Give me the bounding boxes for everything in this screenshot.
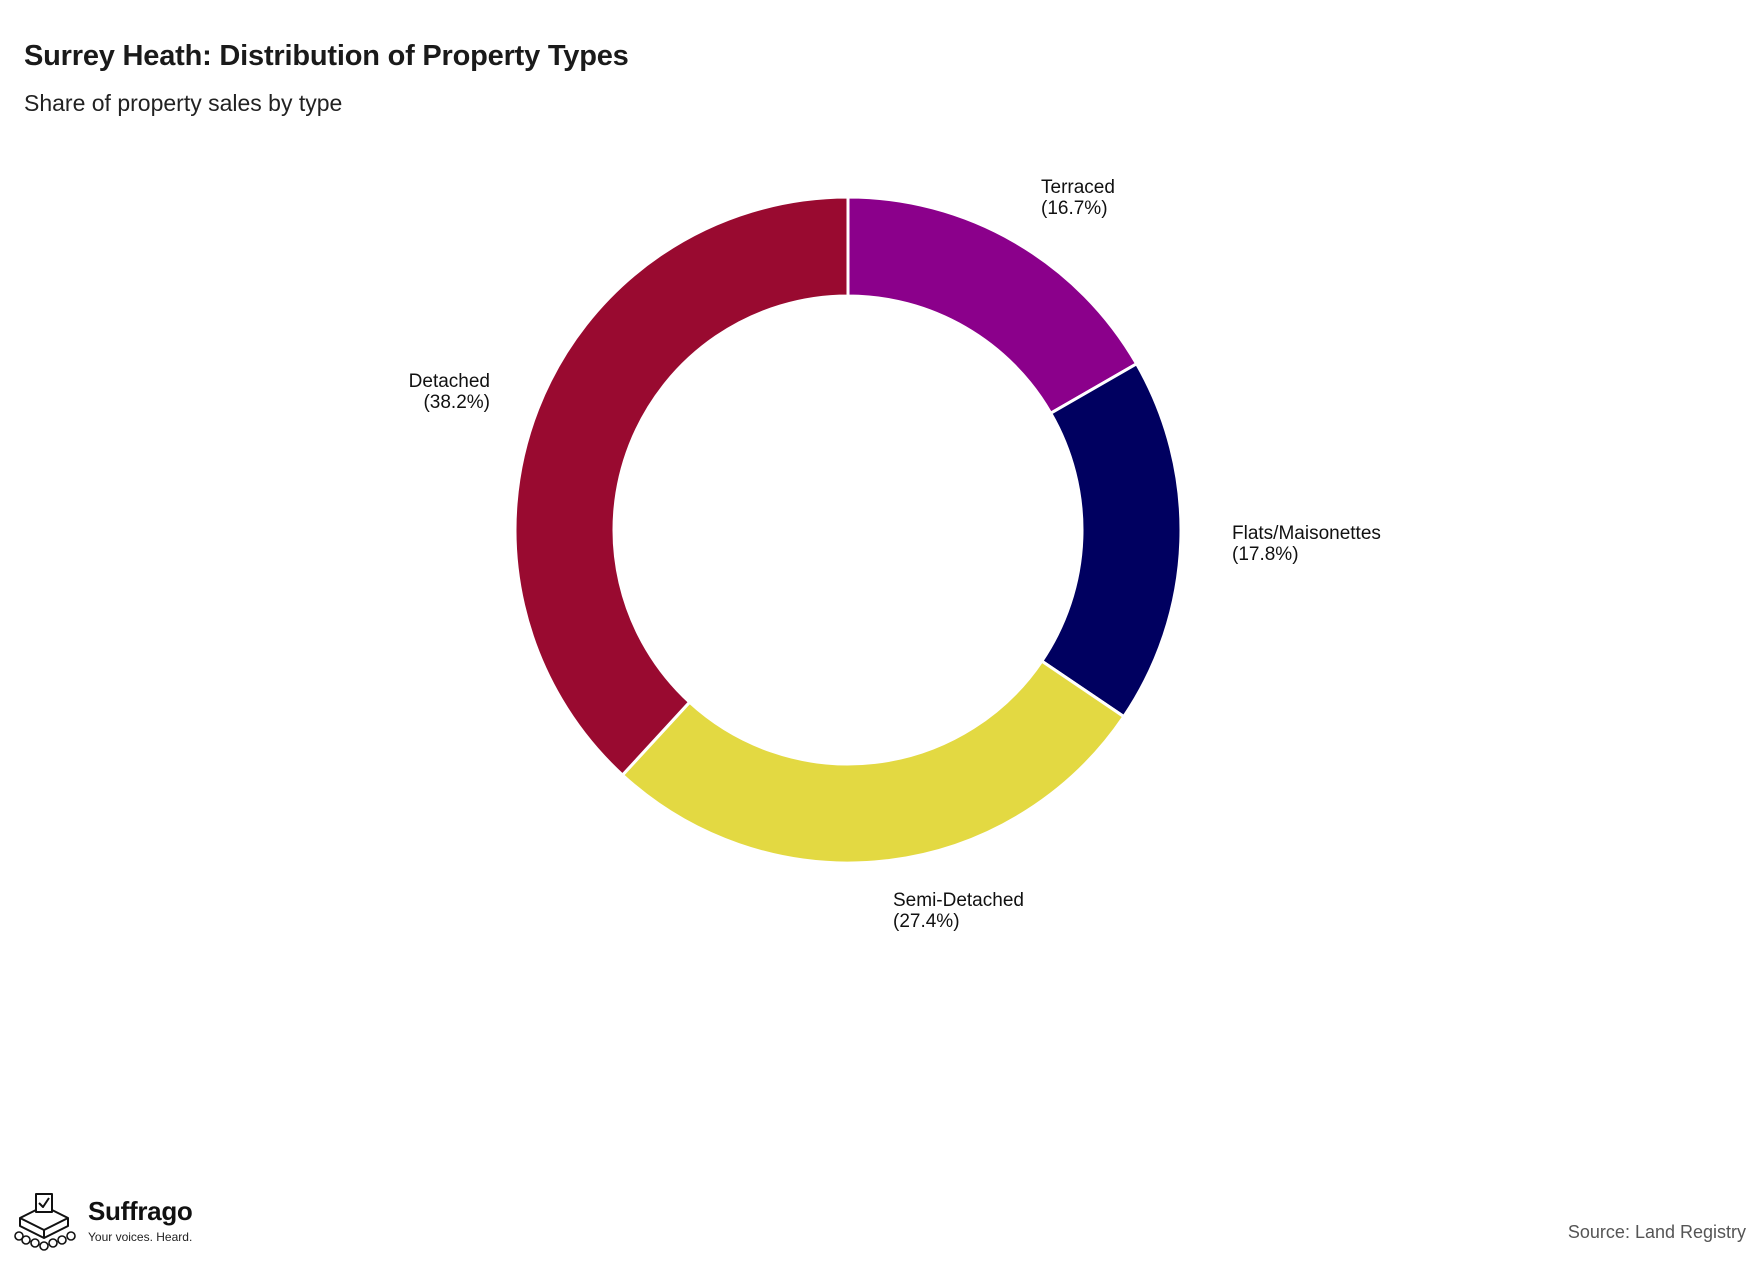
slice-semi-detached [620,659,1126,865]
slice-label-detached: Detached (38.2%) [409,371,490,413]
slice-label-terraced: Terraced (16.7%) [1041,177,1115,219]
slice-detached [513,195,850,778]
brand-tagline: Your voices. Heard. [88,1230,193,1244]
ballot-box-logo-icon [14,1193,76,1251]
slice-terraced [846,195,1139,416]
slice-label-flats-maisonettes: Flats/Maisonettes (17.8%) [1232,523,1381,565]
brand-block: Suffrago Your voices. Heard. [14,1192,234,1252]
slice-labels: Terraced (16.7%) Flats/Maisonettes (17.8%) S… [409,177,1381,932]
slice-label-semi-detached: Semi-Detached (27.4%) [893,890,1024,932]
chart-title: Surrey Heath: Distribution of Property T… [24,40,629,72]
slice-flats-maisonettes [1039,361,1183,719]
brand-name: Suffrago [88,1196,193,1226]
chart-subtitle: Share of property sales by type [24,90,343,116]
source-note: Source: Land Registry [1567,1222,1746,1242]
donut-slices [513,195,1183,865]
